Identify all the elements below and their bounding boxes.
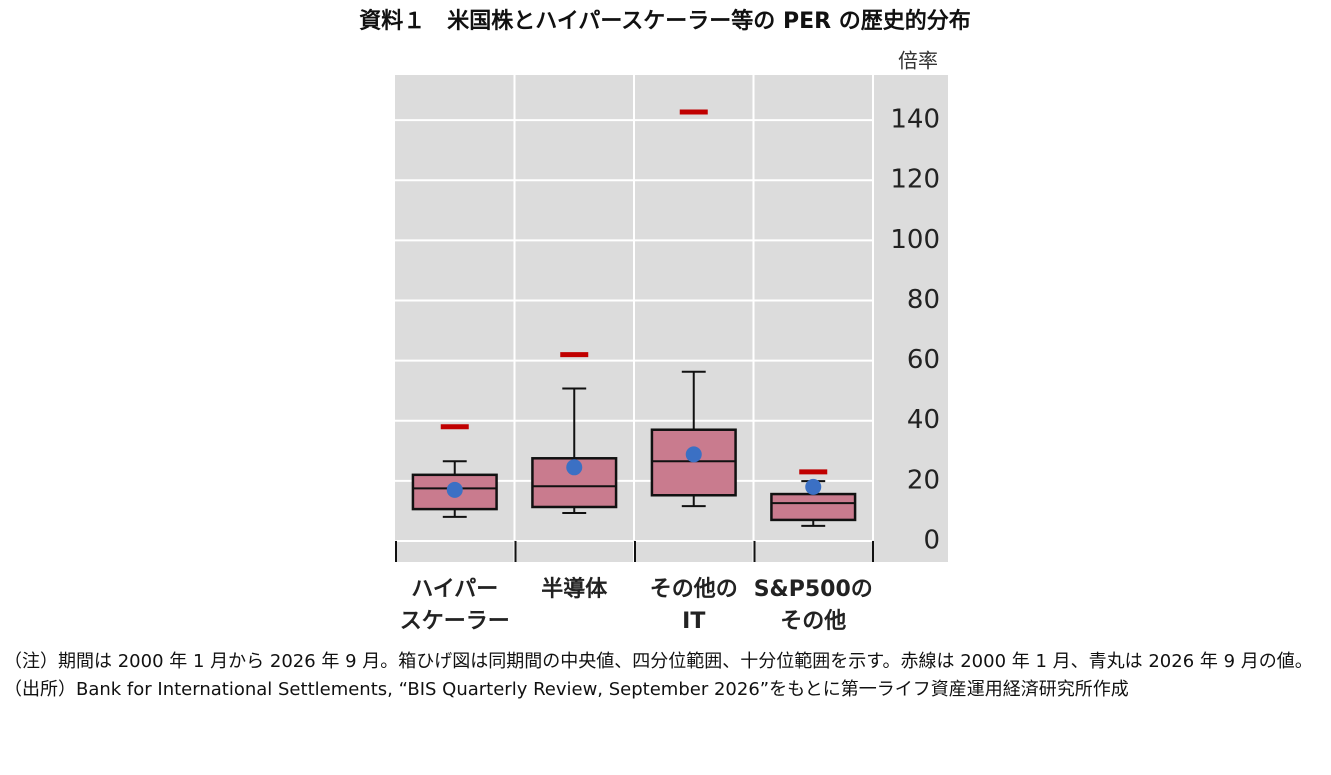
y-tick-label: 60 [907, 345, 940, 375]
x-tick-label: スケーラー [400, 609, 510, 634]
x-tick-label: 半導体 [541, 576, 608, 602]
box [650, 428, 737, 497]
y-tick-label: 40 [907, 405, 940, 435]
y-unit: 倍率 [898, 49, 938, 73]
notes: （注）期間は 2000 年 1 月から 2026 年 9 月。箱ひげ図は同期間の… [4, 648, 1326, 704]
y-tick-label: 80 [907, 285, 940, 315]
x-tick-label: ハイパー [411, 577, 498, 602]
latest-marker [566, 459, 583, 476]
y-tick-label: 140 [890, 105, 940, 135]
note: （注）期間は 2000 年 1 月から 2026 年 9 月。箱ひげ図は同期間の… [4, 651, 1313, 672]
box [770, 492, 857, 522]
box [411, 473, 498, 511]
y-tick-label: 100 [890, 225, 940, 255]
y-tick-label: 20 [907, 465, 940, 495]
y-tick-label: 0 [923, 525, 940, 555]
chart-title: 資料１ 米国株とハイパースケーラー等の PER の歴史的分布 [359, 8, 970, 34]
y-tick-label: 120 [890, 165, 940, 195]
chart: 資料１ 米国株とハイパースケーラー等の PER の歴史的分布 倍率 0 20 40 6… [359, 8, 970, 634]
latest-marker [446, 481, 463, 498]
x-tick-label: IT [682, 609, 705, 634]
x-tick-label: その他の [650, 577, 738, 602]
latest-marker [805, 478, 822, 495]
x-tick-label: S&P500の [754, 577, 873, 602]
source: （出所）Bank for International Settlements, … [4, 679, 1129, 700]
x-tick-label: その他 [780, 609, 846, 634]
latest-marker [685, 446, 702, 463]
